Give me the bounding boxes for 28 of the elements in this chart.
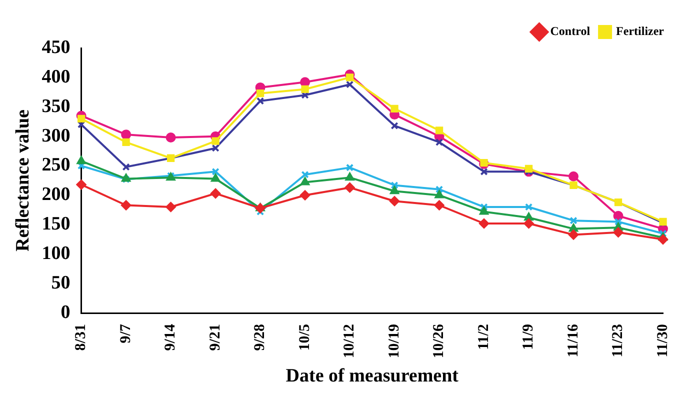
y-axis-title: Reflectance value (12, 110, 34, 252)
x-tick-label: 9/14 (162, 324, 179, 351)
x-tick-label: 9/21 (207, 324, 224, 351)
x-tick-label: 11/30 (654, 324, 671, 358)
y-tick-label: 200 (42, 184, 70, 206)
x-tick-label: 11/2 (476, 324, 492, 350)
x-axis-title: Date of measurement (286, 366, 460, 387)
y-tick-label: 250 (42, 154, 70, 176)
y-tick-label: 350 (42, 96, 70, 117)
x-tick-label: 11/23 (610, 324, 626, 358)
x-tick-label: 9/7 (118, 324, 134, 344)
x-tick-label: 10/12 (342, 324, 358, 358)
y-tick-label: 450 (42, 36, 70, 58)
x-tick-label: 11/9 (520, 324, 537, 350)
legend-label: Control (550, 24, 591, 38)
x-tick-label: 8/31 (73, 324, 90, 351)
y-tick-label: 150 (42, 214, 70, 235)
x-tick-label: 10/26 (431, 324, 448, 358)
y-tick-label: 300 (42, 125, 70, 146)
x-tick-label: 10/19 (386, 324, 402, 358)
x-tick-label: 9/28 (252, 324, 268, 351)
y-tick-label: 0 (60, 302, 70, 323)
y-tick-label: 400 (42, 66, 70, 88)
x-tick-label: 11/16 (565, 324, 582, 358)
x-tick-label: 10/5 (296, 324, 313, 351)
y-tick-label: 100 (42, 243, 70, 264)
legend-label: Fertilizer (616, 24, 665, 38)
y-tick-label: 50 (51, 272, 70, 294)
